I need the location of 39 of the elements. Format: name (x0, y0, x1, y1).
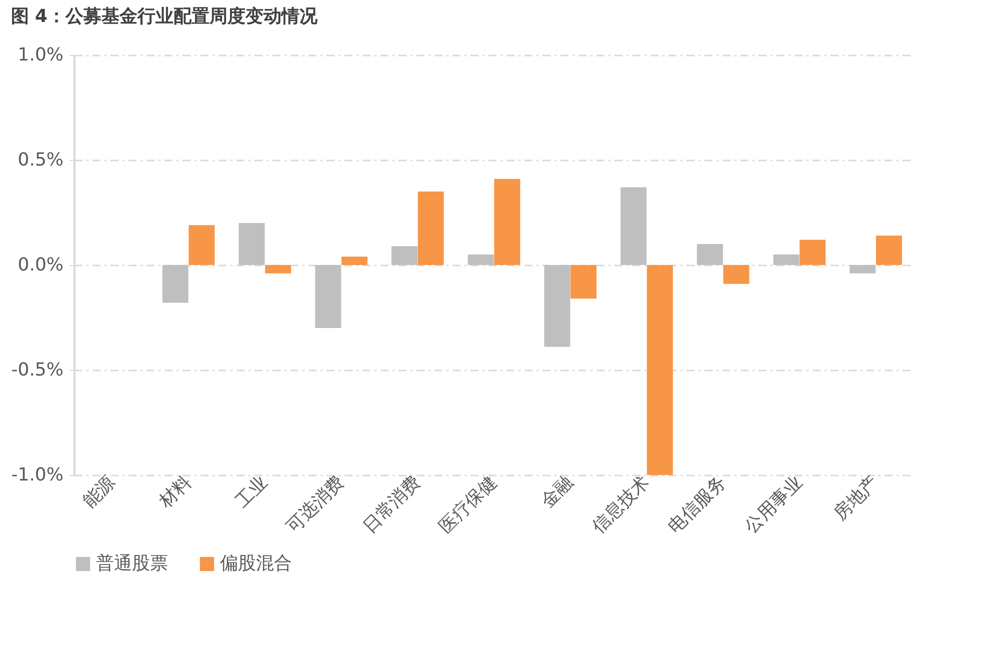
legend-label: 偏股混合 (220, 553, 292, 574)
x-tick-label: 医疗保健 (435, 472, 502, 538)
x-tick-label: 可选消费 (282, 472, 348, 538)
y-tick-label: 0.5% (18, 150, 64, 170)
x-tick-label: 工业 (232, 472, 272, 512)
bar (570, 265, 597, 299)
x-tick-label: 电信服务 (664, 472, 730, 538)
bar (876, 236, 902, 265)
x-tick-label: 日常消费 (358, 472, 425, 538)
x-tick-label: 材料 (154, 472, 196, 513)
y-tick-label: -1.0% (11, 464, 64, 486)
x-tick-label: 房地产 (830, 472, 883, 525)
bar (544, 265, 570, 347)
bar (418, 192, 444, 265)
x-tick-label: 能源 (78, 472, 120, 512)
bar (341, 256, 368, 265)
bar (800, 240, 826, 265)
bar (646, 265, 673, 475)
bar (620, 187, 647, 265)
bar (850, 265, 876, 274)
bar (315, 265, 342, 328)
bar (468, 254, 494, 265)
bar (162, 265, 188, 303)
bar (773, 254, 800, 265)
y-tick-label: 0.0% (18, 254, 64, 276)
bar (265, 265, 292, 274)
y-tick-label: -0.5% (11, 360, 64, 380)
bar (723, 265, 750, 284)
bar (696, 244, 723, 265)
legend-label: 普通股票 (96, 553, 168, 574)
x-tick-label: 金融 (537, 472, 578, 512)
x-tick-label: 公用事业 (740, 472, 807, 538)
bar (494, 178, 520, 265)
x-tick-label: 信息技术 (588, 472, 654, 538)
chart-title: 图 4：公募基金行业配置周度变动情况 (10, 6, 319, 27)
bar (391, 246, 418, 265)
bar (238, 223, 265, 265)
bar (188, 225, 215, 265)
y-tick-label: 1.0% (18, 44, 64, 66)
